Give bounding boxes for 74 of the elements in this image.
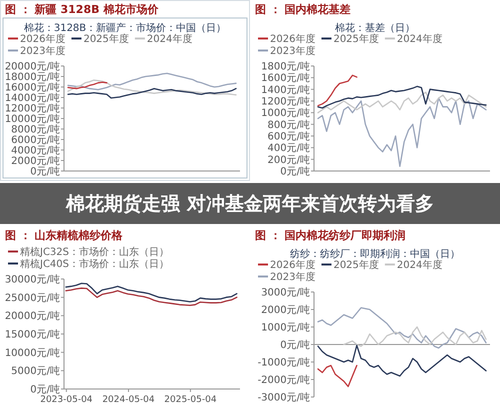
legend-label: 2026年度 (20, 33, 66, 45)
legend-label: 2025年度 (83, 33, 129, 45)
y-tick-label: 10000元/吨 (4, 113, 60, 125)
y-tick-label: 2000元/吨 (11, 155, 60, 167)
line-series (67, 88, 237, 99)
y-tick-label: 1200元/吨 (261, 96, 310, 108)
y-tick-label: 3000元/吨 (261, 286, 310, 298)
legend-label: 2023年度 (20, 45, 66, 57)
y-tick-label: 14000元/吨 (4, 92, 60, 104)
line-series (67, 72, 237, 90)
y-tick-label: 0元/吨 (280, 166, 310, 178)
line-series (317, 74, 358, 106)
y-tick-label: 12000元/吨 (4, 102, 60, 114)
line-series (317, 364, 358, 388)
line-series (317, 307, 487, 349)
chart-title: 图 ： 国内棉花基差 (255, 3, 351, 16)
legend-label: 2025年度 (333, 33, 379, 45)
y-tick-label: 20000元/吨 (4, 60, 60, 72)
legend-label: 2023年度 (270, 45, 316, 57)
y-tick-label: 1000元/吨 (261, 107, 310, 120)
chart-subtitle: 棉花：基差（日） (335, 22, 415, 34)
line-series (65, 282, 238, 302)
line-series (317, 92, 487, 114)
y-tick-label: 18000元/吨 (4, 71, 60, 83)
chart-title: 图 ： 山东精梳棉纱价格 (5, 229, 124, 242)
line-series (317, 86, 487, 109)
y-tick-label: -3000元/吨 (258, 392, 310, 404)
y-tick-label: 1400元/吨 (261, 84, 310, 96)
legend-label: 2023年度 (270, 271, 316, 283)
legend-label: 2026年度 (270, 33, 316, 45)
text: 棉花期货走强 对冲基金两年来首次转为看多 (65, 193, 434, 215)
y-tick-label: -1000元/吨 (258, 356, 310, 368)
y-tick-label: 400元/吨 (268, 142, 310, 154)
legend-label: 2025年度 (333, 259, 379, 271)
y-tick-label: 200元/吨 (268, 154, 310, 166)
y-tick-label: 0元/吨 (280, 339, 310, 351)
y-tick-label: 8000元/吨 (11, 124, 60, 136)
legend-label: 精梳JC32S：市场价：山东（日） (20, 246, 170, 258)
legend-label: 精梳JC40S：市场价：山东（日） (20, 258, 170, 270)
y-tick-label: 2000元/吨 (261, 304, 310, 316)
line-series (317, 344, 487, 377)
chart-title: 图 ： 国内棉花纺纱厂即期利润 (255, 229, 406, 242)
y-tick-label: 1800元/吨 (261, 60, 310, 72)
y-tick-label: 10000元/吨 (4, 346, 60, 359)
y-tick-label: 4000元/吨 (11, 144, 60, 156)
chart-title: 图 ： 新疆 3128B 棉花市场价 (5, 3, 160, 16)
chart-subtitle: 纺纱：纺纱厂：即期利润：中国（日） (290, 248, 460, 260)
line-series (343, 326, 487, 347)
y-tick-label: 6000元/吨 (11, 134, 60, 146)
y-tick-label: 1000元/吨 (261, 322, 310, 334)
y-tick-label: 30000元/吨 (4, 274, 60, 286)
chart-subtitle: 棉花：3128B：新疆产：市场价：中国（日） (24, 22, 226, 34)
x-tick-label: 2023-05-04 (40, 395, 93, 405)
line-series (65, 288, 238, 306)
legend-label: 2024年度 (396, 33, 442, 45)
y-tick-label: 0元/吨 (30, 384, 60, 396)
legend-label: 2024年度 (396, 259, 442, 271)
y-tick-label: 16000元/吨 (4, 82, 60, 94)
y-tick-label: 600元/吨 (268, 130, 310, 142)
x-tick-label: 2025-05-04 (164, 395, 217, 405)
y-tick-label: 0元/吨 (30, 166, 60, 178)
x-tick-label: 2024-05-04 (102, 395, 155, 405)
legend-label: 2024年度 (146, 33, 192, 45)
y-tick-label: 1600元/吨 (261, 72, 310, 84)
y-tick-label: -2000元/吨 (258, 374, 310, 386)
y-tick-label: 800元/吨 (268, 118, 310, 131)
y-tick-label: 5000元/吨 (11, 365, 60, 378)
y-tick-label: 25000元/吨 (4, 292, 60, 304)
legend-label: 2026年度 (270, 259, 316, 271)
y-tick-label: 20000元/吨 (4, 310, 60, 322)
line-series (67, 80, 237, 96)
line-series (67, 82, 108, 90)
y-tick-label: 15000元/吨 (4, 328, 60, 340)
line-series (317, 97, 487, 167)
